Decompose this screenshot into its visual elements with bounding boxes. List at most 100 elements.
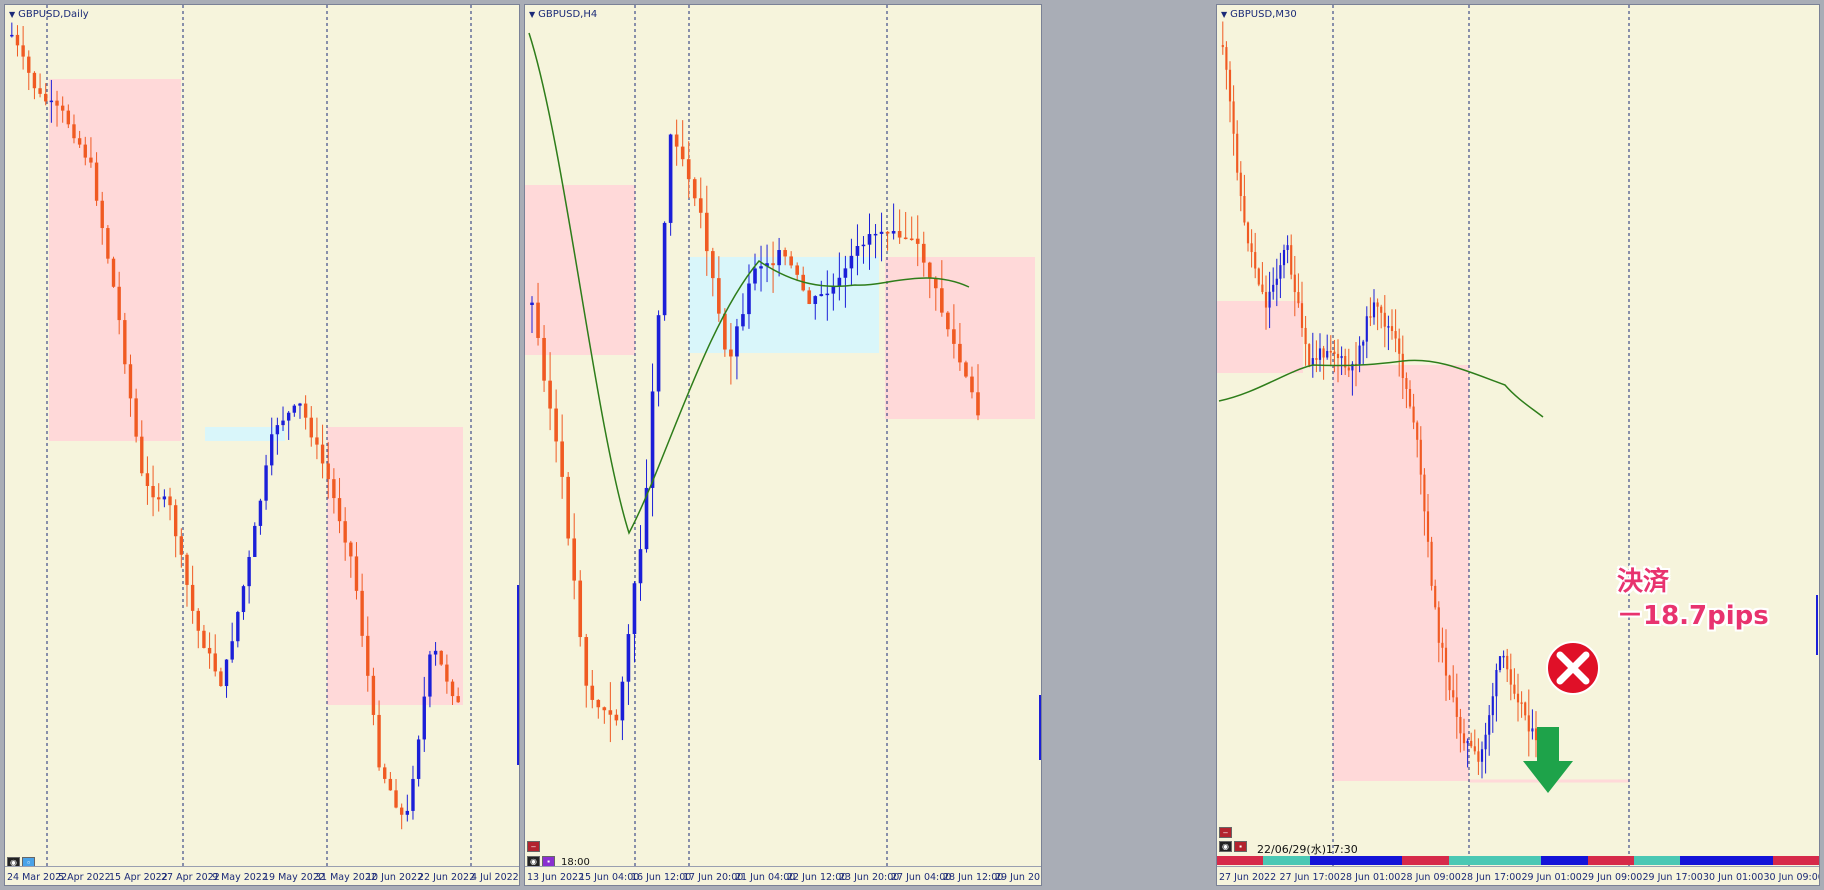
candle-body xyxy=(1329,351,1332,353)
demand-zone xyxy=(205,427,285,441)
time-label: 28 Jun 01:00 xyxy=(1340,872,1401,883)
chart-symbol-label: GBPUSD,M30 xyxy=(1230,9,1297,20)
candle-body xyxy=(831,286,836,294)
candle-body xyxy=(106,228,110,259)
candle-body xyxy=(140,436,144,474)
dropdown-triangle-icon[interactable]: ▼ xyxy=(9,10,16,19)
candle-body xyxy=(711,251,715,279)
candle-body xyxy=(1434,585,1437,608)
candle-body xyxy=(1264,292,1268,308)
sell-arrow-icon xyxy=(1523,727,1573,793)
candle-body xyxy=(1534,728,1538,741)
candle-body xyxy=(608,710,613,715)
chart-title: ▼ GBPUSD,H4 xyxy=(529,9,597,20)
candle-body xyxy=(394,790,398,808)
chart-toolbar-icons: – xyxy=(527,841,540,852)
time-label: 30 Jun 09:00 xyxy=(1763,872,1820,883)
candle-body xyxy=(584,637,589,686)
candle-body xyxy=(1480,749,1484,762)
chart-pane-daily[interactable]: ▼ GBPUSD,Daily ◉ ▫ 24 Mar 2022 5 Apr 2022… xyxy=(4,4,520,886)
time-label: 4 Jul 2022 xyxy=(471,872,519,883)
chart-title: ▼ GBPUSD,M30 xyxy=(1221,9,1297,20)
price-chart-h4[interactable] xyxy=(525,5,1042,886)
candle-body xyxy=(1527,715,1530,732)
candle-body xyxy=(596,699,601,708)
candle-body xyxy=(1488,715,1491,735)
candle-body xyxy=(1246,222,1250,244)
candle-body xyxy=(1498,656,1502,670)
candle-body xyxy=(383,767,387,779)
dropdown-triangle-icon[interactable]: ▼ xyxy=(529,10,536,19)
candle-body xyxy=(354,556,359,591)
candle-body xyxy=(1311,358,1314,366)
time-label: 15 Apr 2022 xyxy=(109,872,168,883)
candle-body xyxy=(554,408,558,442)
candle-body xyxy=(536,302,540,338)
candle-body xyxy=(38,88,42,94)
candle-body xyxy=(1268,291,1271,308)
candle-body xyxy=(560,441,564,477)
candle-body xyxy=(542,337,546,381)
price-chart-m30[interactable] xyxy=(1217,5,1820,886)
candle-body xyxy=(1322,348,1325,358)
session-segment xyxy=(1402,856,1449,865)
session-segment xyxy=(1633,856,1681,865)
candle-body xyxy=(1347,367,1350,371)
candle-body xyxy=(100,200,104,229)
square-icon[interactable]: ▪ xyxy=(1234,841,1247,852)
candle-body xyxy=(202,630,206,648)
candle-body xyxy=(1304,327,1307,345)
candle-body xyxy=(1459,716,1462,734)
chart-toolbar-icons: – xyxy=(1219,827,1232,838)
candle-body xyxy=(952,329,956,344)
minus-icon[interactable]: – xyxy=(1219,827,1232,838)
candle-body xyxy=(1336,353,1340,359)
candle-body xyxy=(1491,696,1494,716)
time-label: 29 Jun 20:00 xyxy=(995,872,1041,883)
candle-body xyxy=(1419,439,1422,475)
candle-body xyxy=(849,255,854,269)
time-label: 16 Jun 12:00 xyxy=(631,872,692,883)
candle-body xyxy=(1236,133,1239,173)
chart-pane-m30[interactable]: ▼ GBPUSD,M30 – ◉ ▪ 22/06/29(水)17:30 27 Ju… xyxy=(1216,4,1820,886)
candle-body xyxy=(1426,511,1430,542)
chart-title: ▼ GBPUSD,Daily xyxy=(9,9,89,20)
candle-body xyxy=(1448,675,1451,691)
candle-body xyxy=(958,343,962,363)
candle-body xyxy=(1441,642,1444,648)
candle-body xyxy=(315,437,319,445)
candle-body xyxy=(151,485,155,498)
candle-body xyxy=(753,268,757,284)
candle-body xyxy=(145,473,150,486)
supply-zone xyxy=(1333,365,1469,781)
candle-body xyxy=(940,288,944,313)
chart-pane-h4[interactable]: ▼ GBPUSD,H4 – ◉ ▪ 18:00 13 Jun 2022 15 Ju… xyxy=(524,4,1042,886)
candle-body xyxy=(83,144,87,158)
candle-body xyxy=(759,266,763,269)
exit-annotation-title: 決済 xyxy=(1617,567,1670,597)
candle-body xyxy=(456,696,460,703)
crosshair-timestamp: 22/06/29(水)17:30 xyxy=(1257,843,1358,856)
candle-body xyxy=(1326,351,1329,358)
session-segment xyxy=(1355,856,1403,865)
price-chart-daily[interactable] xyxy=(5,5,520,886)
candle-body xyxy=(698,198,703,213)
candle-body xyxy=(1333,351,1336,354)
dropdown-triangle-icon[interactable]: ▼ xyxy=(1221,10,1228,19)
chart-symbol-label: GBPUSD,H4 xyxy=(538,9,598,20)
candle-body xyxy=(1261,284,1264,293)
minus-icon[interactable]: – xyxy=(527,841,540,852)
candle-body xyxy=(602,707,607,711)
candle-body xyxy=(1524,702,1527,716)
eye-icon[interactable]: ◉ xyxy=(1219,841,1232,852)
candle-body xyxy=(632,583,637,635)
candle-body xyxy=(964,362,968,377)
candle-body xyxy=(1351,363,1354,371)
candle-body xyxy=(680,146,685,160)
candle-body xyxy=(566,476,570,539)
session-segment xyxy=(1587,856,1634,865)
candle-body xyxy=(377,714,381,768)
candle-body xyxy=(1250,243,1253,253)
time-label: 29 Jun 01:00 xyxy=(1521,872,1582,883)
time-label: 27 Jun 17:00 xyxy=(1279,872,1340,883)
